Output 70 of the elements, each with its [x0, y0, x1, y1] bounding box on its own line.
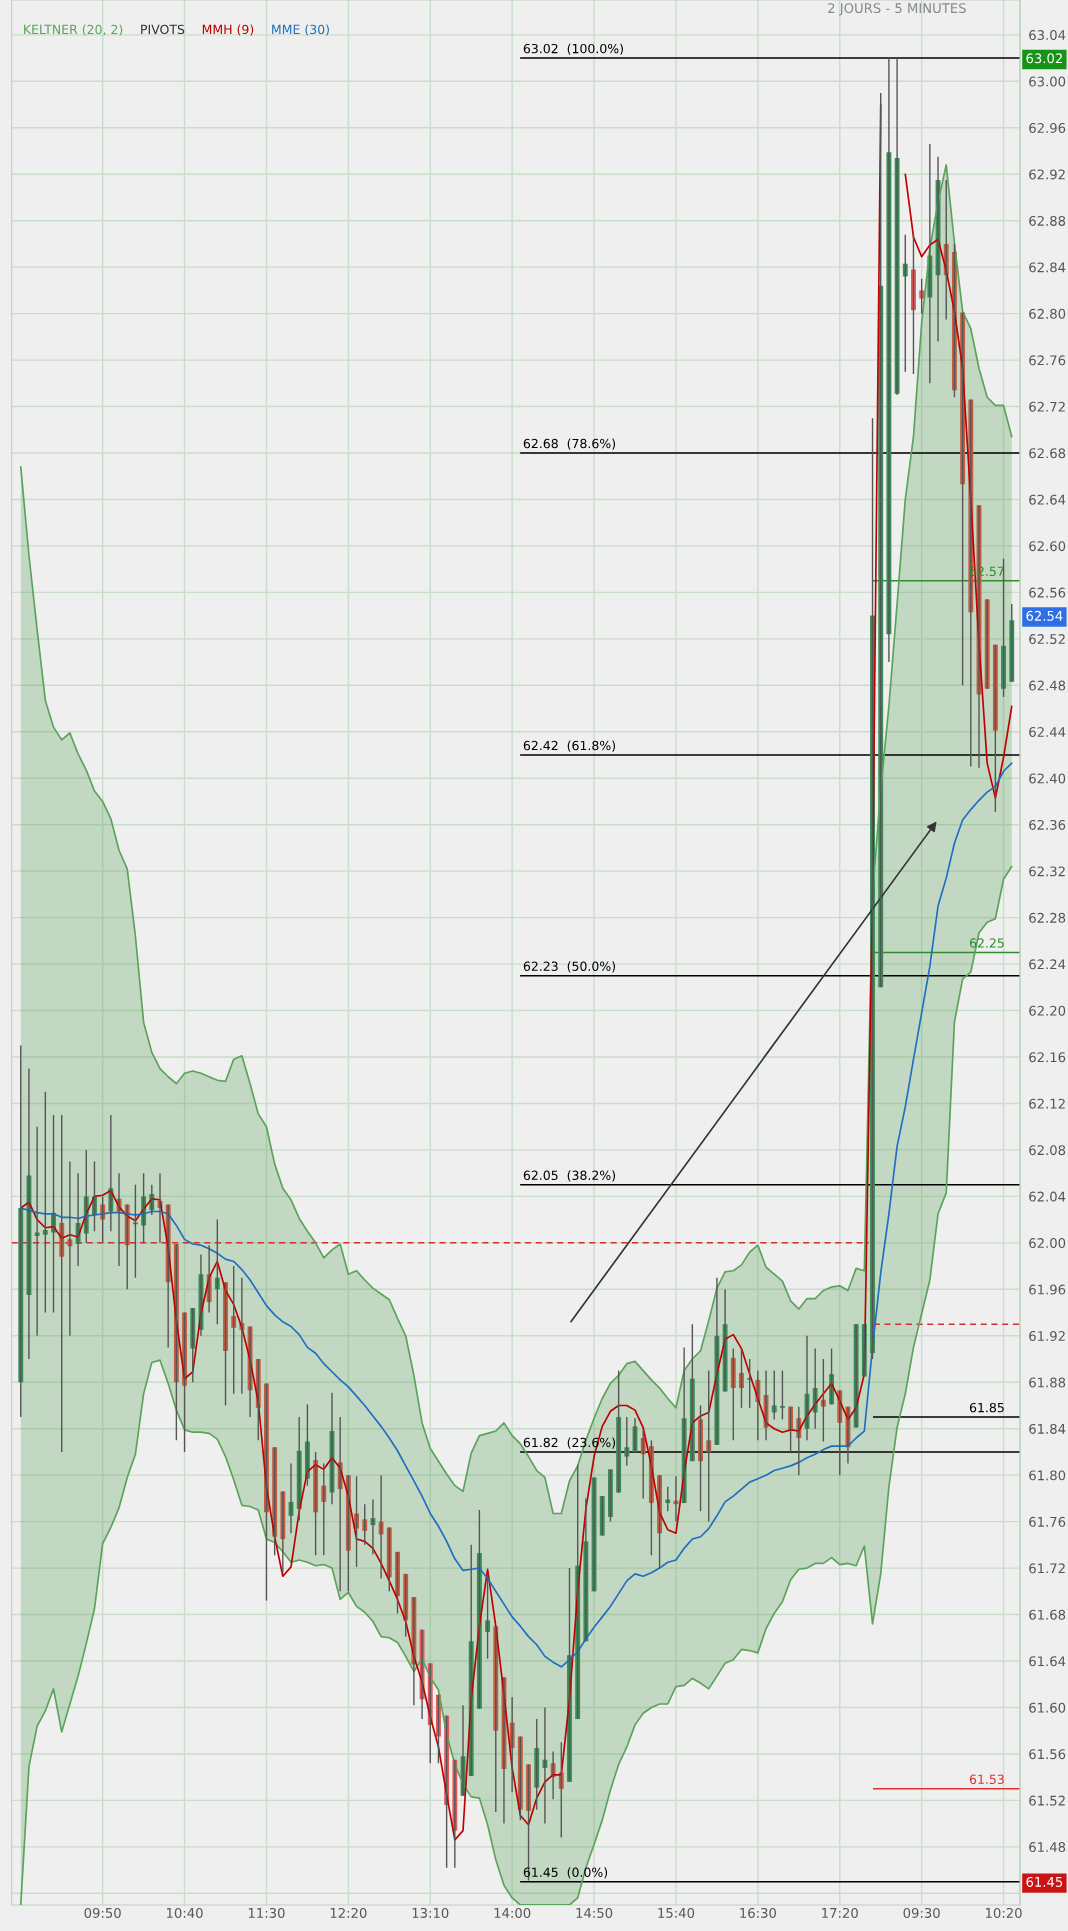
- x-tick-label: 17:20: [822, 1907, 858, 1918]
- y-tick-label: 61.68: [1029, 1609, 1066, 1620]
- y-tick-label: 62.84: [1029, 262, 1066, 273]
- x-tick-label: 10:40: [166, 1907, 203, 1918]
- y-tick-label: 62.36: [1029, 819, 1066, 830]
- y-tick-label: 62.40: [1029, 773, 1066, 784]
- y-tick-label: 62.48: [1029, 680, 1066, 691]
- y-tick-label: 62.64: [1029, 494, 1066, 505]
- x-tick-label: 14:00: [494, 1907, 531, 1918]
- y-tick-label: 62.96: [1029, 122, 1066, 133]
- x-tick-label: 10:20: [986, 1907, 1022, 1918]
- y-tick-label: 62.60: [1029, 541, 1066, 552]
- y-tick-label: 61.72: [1029, 1563, 1065, 1574]
- y-tick-label: 62.56: [1029, 587, 1066, 598]
- ref-line-label: 63.02 (100.0%): [523, 43, 623, 55]
- y-tick-label: 61.64: [1029, 1656, 1066, 1667]
- y-tick-label: 61.80: [1029, 1470, 1066, 1481]
- x-tick-label: 11:30: [248, 1907, 285, 1918]
- y-tick-label: 62.20: [1029, 1005, 1066, 1016]
- x-tick-label: 09:50: [84, 1907, 121, 1918]
- y-tick-label: 62.80: [1029, 308, 1066, 319]
- y-tick-label: 62.24: [1029, 959, 1066, 970]
- x-tick-label: 15:40: [658, 1907, 695, 1918]
- chart-subtitle: 2 JOURS - 5 MINUTES: [828, 3, 966, 16]
- y-tick-label: 62.08: [1029, 1145, 1066, 1156]
- y-tick-label: 62.76: [1029, 355, 1066, 366]
- y-tick-label: 61.88: [1029, 1377, 1066, 1388]
- y-tick-label: 61.56: [1029, 1749, 1066, 1760]
- line-series: [19, 762, 1013, 1668]
- y-tick-label: 61.96: [1029, 1284, 1066, 1295]
- y-tick-label: 62.32: [1029, 866, 1065, 877]
- y-tick-label: 62.72: [1029, 401, 1065, 412]
- line-series: [19, 865, 1013, 1905]
- y-tick-label: 61.92: [1029, 1331, 1065, 1341]
- y-tick-label: 61.84: [1029, 1423, 1066, 1434]
- y-tick-label: 62.68: [1029, 448, 1066, 459]
- y-tick-label: 62.04: [1029, 1191, 1066, 1202]
- text: MME (30): [272, 24, 329, 36]
- text: KELTNER (20, 2): [24, 24, 123, 36]
- y-tick-label: 62.44: [1029, 726, 1066, 737]
- y-tick-label: 61.48: [1029, 1842, 1066, 1853]
- x-tick-label: 14:50: [576, 1907, 613, 1918]
- y-tick-label: 62.00: [1029, 1238, 1066, 1249]
- ref-line-label: 62.23 (50.0%): [523, 961, 616, 973]
- y-tick-label: 62.12: [1029, 1098, 1065, 1109]
- y-tick-label: 63.04: [1029, 30, 1066, 41]
- ref-line-label: 62.05 (38.2%): [523, 1170, 616, 1182]
- y-tick-label: 63.00: [1029, 76, 1066, 87]
- ref-line-label: 62.68 (78.6%): [523, 438, 616, 450]
- y-tick-label: 62.28: [1029, 912, 1066, 923]
- line-series: [19, 164, 1013, 1515]
- y2-tick-label: 61.45: [1026, 1876, 1063, 1887]
- y2-tick-label: 63.02: [1026, 53, 1062, 64]
- y-tick-label: 61.52: [1029, 1795, 1065, 1806]
- ref-line-label: 61.53: [969, 1774, 1004, 1785]
- y-tick-label: 62.16: [1029, 1052, 1066, 1063]
- x-tick-label: 09:30: [903, 1907, 940, 1918]
- x-tick-label: 13:10: [412, 1907, 449, 1918]
- x-tick-label: 12:20: [330, 1907, 367, 1918]
- ref-line-label: 61.85: [969, 1402, 1004, 1413]
- x-tick-label: 16:30: [740, 1907, 776, 1918]
- annotation: PIVOTS: [141, 24, 185, 35]
- y-tick-label: 62.52: [1029, 634, 1065, 645]
- y-tick-label: 61.76: [1029, 1516, 1066, 1527]
- text: MMH (9): [202, 24, 254, 36]
- y-tick-label: 62.92: [1029, 169, 1065, 180]
- y2-tick-label: 62.54: [1026, 610, 1063, 621]
- ref-line-label: 62.42 (61.8%): [523, 740, 616, 752]
- y-tick-label: 61.60: [1029, 1702, 1066, 1713]
- y-tick-label: 62.88: [1029, 215, 1066, 226]
